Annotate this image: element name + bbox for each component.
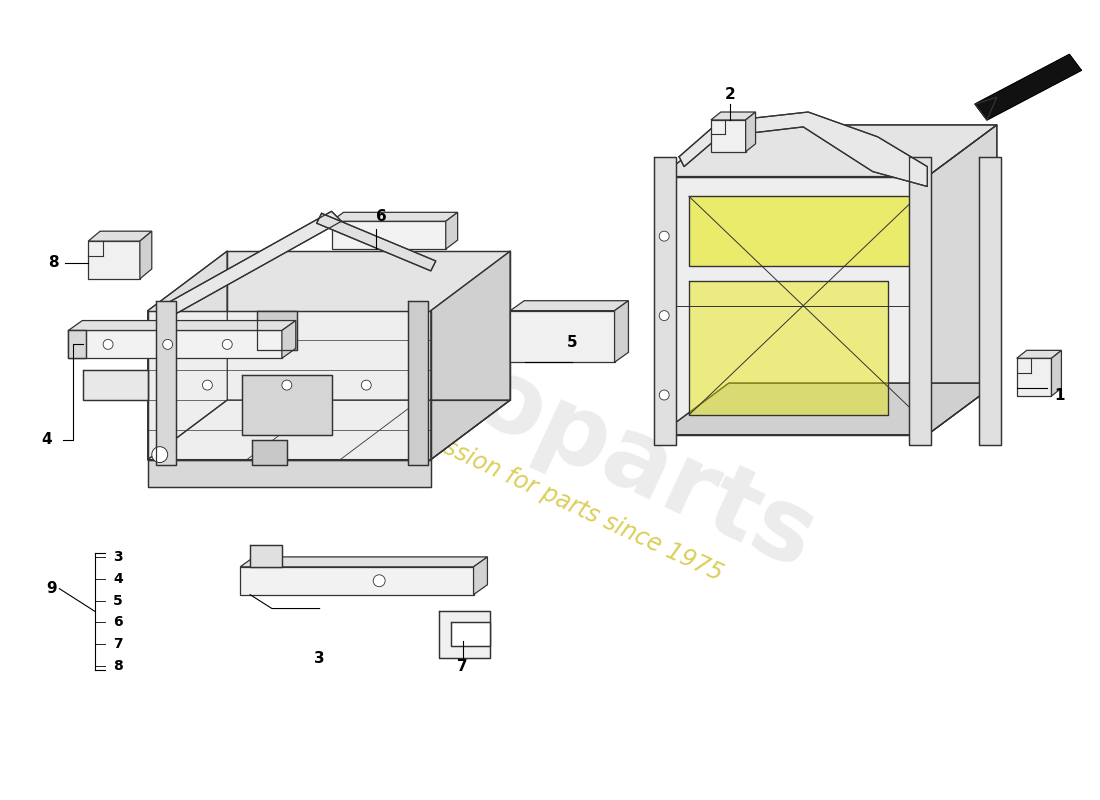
Circle shape bbox=[152, 446, 167, 462]
Circle shape bbox=[222, 339, 232, 350]
Polygon shape bbox=[317, 214, 436, 271]
Text: 6: 6 bbox=[113, 615, 123, 630]
Circle shape bbox=[373, 574, 385, 586]
Circle shape bbox=[361, 380, 372, 390]
Polygon shape bbox=[975, 54, 1081, 120]
Polygon shape bbox=[250, 545, 282, 567]
Polygon shape bbox=[659, 383, 997, 434]
Polygon shape bbox=[659, 177, 927, 434]
Circle shape bbox=[282, 380, 292, 390]
Text: 7: 7 bbox=[458, 658, 468, 674]
Text: 3: 3 bbox=[315, 650, 324, 666]
Circle shape bbox=[659, 231, 669, 241]
Polygon shape bbox=[439, 610, 491, 658]
Text: 7: 7 bbox=[113, 638, 123, 651]
Text: 4: 4 bbox=[41, 432, 52, 447]
Polygon shape bbox=[711, 112, 756, 120]
Polygon shape bbox=[431, 251, 510, 459]
Text: 5: 5 bbox=[113, 594, 123, 607]
Polygon shape bbox=[615, 301, 628, 362]
Polygon shape bbox=[654, 157, 676, 445]
Polygon shape bbox=[689, 197, 917, 266]
Text: 4: 4 bbox=[113, 572, 123, 586]
Circle shape bbox=[659, 390, 669, 400]
Polygon shape bbox=[331, 212, 458, 222]
Text: 1: 1 bbox=[1055, 387, 1065, 402]
Polygon shape bbox=[659, 125, 997, 177]
Circle shape bbox=[202, 380, 212, 390]
Text: 8: 8 bbox=[113, 659, 123, 673]
Polygon shape bbox=[252, 440, 287, 465]
Polygon shape bbox=[228, 251, 510, 400]
Text: 5: 5 bbox=[566, 335, 578, 350]
Text: 3: 3 bbox=[113, 550, 123, 564]
Polygon shape bbox=[140, 231, 152, 279]
Polygon shape bbox=[240, 557, 487, 567]
Polygon shape bbox=[689, 281, 888, 415]
Polygon shape bbox=[88, 231, 152, 241]
Polygon shape bbox=[473, 557, 487, 594]
Polygon shape bbox=[331, 222, 446, 249]
Text: a passion for parts since 1975: a passion for parts since 1975 bbox=[393, 413, 727, 586]
Polygon shape bbox=[163, 211, 341, 315]
Polygon shape bbox=[68, 321, 296, 330]
Polygon shape bbox=[927, 125, 997, 434]
Text: 8: 8 bbox=[47, 255, 58, 270]
Text: europarts: europarts bbox=[289, 269, 830, 590]
Polygon shape bbox=[910, 157, 932, 445]
Polygon shape bbox=[446, 212, 458, 249]
Circle shape bbox=[163, 339, 173, 350]
Polygon shape bbox=[257, 310, 297, 350]
Polygon shape bbox=[242, 375, 331, 434]
Polygon shape bbox=[147, 310, 431, 459]
Polygon shape bbox=[282, 321, 296, 358]
Polygon shape bbox=[147, 251, 228, 459]
Polygon shape bbox=[1052, 350, 1062, 396]
Polygon shape bbox=[147, 400, 510, 459]
Circle shape bbox=[659, 310, 669, 321]
Text: 2: 2 bbox=[725, 86, 735, 102]
Text: 6: 6 bbox=[376, 209, 386, 224]
Polygon shape bbox=[451, 622, 491, 646]
Polygon shape bbox=[975, 97, 997, 120]
Polygon shape bbox=[88, 241, 140, 279]
Polygon shape bbox=[408, 301, 428, 465]
Polygon shape bbox=[746, 112, 756, 152]
Polygon shape bbox=[1016, 350, 1062, 358]
Polygon shape bbox=[510, 310, 615, 362]
Polygon shape bbox=[147, 459, 431, 487]
Circle shape bbox=[103, 339, 113, 350]
Polygon shape bbox=[679, 112, 927, 186]
Polygon shape bbox=[711, 120, 746, 152]
Polygon shape bbox=[68, 330, 282, 358]
Polygon shape bbox=[84, 370, 147, 400]
Polygon shape bbox=[68, 330, 86, 358]
Polygon shape bbox=[1016, 358, 1052, 396]
Text: 9: 9 bbox=[46, 581, 57, 596]
Polygon shape bbox=[156, 301, 176, 465]
Polygon shape bbox=[979, 157, 1001, 445]
Polygon shape bbox=[240, 567, 473, 594]
Polygon shape bbox=[510, 301, 628, 310]
